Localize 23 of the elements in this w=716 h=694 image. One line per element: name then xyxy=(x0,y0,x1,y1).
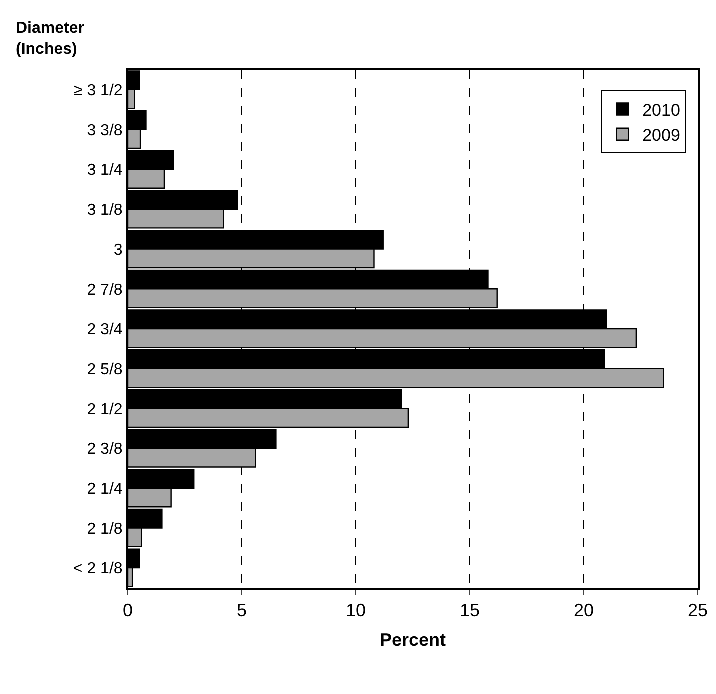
x-tick-label: 15 xyxy=(460,600,480,621)
y-tick-label: 2 1/4 xyxy=(87,480,123,498)
y-tick-label: 2 1/2 xyxy=(87,401,123,418)
y-axis-title: Diameter (Inches) xyxy=(16,20,84,58)
y-tick-label: 2 1/8 xyxy=(87,520,123,538)
y-tick-label: ≥ 3 1/2 xyxy=(74,82,123,100)
y-tick-label: 3 1/8 xyxy=(87,202,123,220)
x-tick-label: 10 xyxy=(346,600,366,621)
y-tick-label: 3 xyxy=(114,242,123,259)
y-tick-label: 2 5/8 xyxy=(87,361,123,378)
y-tick-label: 2 3/8 xyxy=(87,441,123,458)
y-tick-label: 3 1/4 xyxy=(87,162,123,180)
x-axis-title: Percent xyxy=(380,630,446,650)
x-tick-label: 20 xyxy=(574,600,594,621)
legend-label: 2009 xyxy=(642,126,680,145)
y-tick-label: < 2 1/8 xyxy=(73,560,123,578)
legend-label: 2010 xyxy=(642,100,680,120)
y-tick-label: 2 7/8 xyxy=(87,282,123,299)
x-tick-label: 0 xyxy=(122,600,134,621)
y-tick-label: 2 3/4 xyxy=(87,322,123,339)
y-tick-label: 3 3/8 xyxy=(87,122,123,140)
x-tick-label: 5 xyxy=(236,600,248,621)
x-tick-label: 25 xyxy=(688,600,708,621)
